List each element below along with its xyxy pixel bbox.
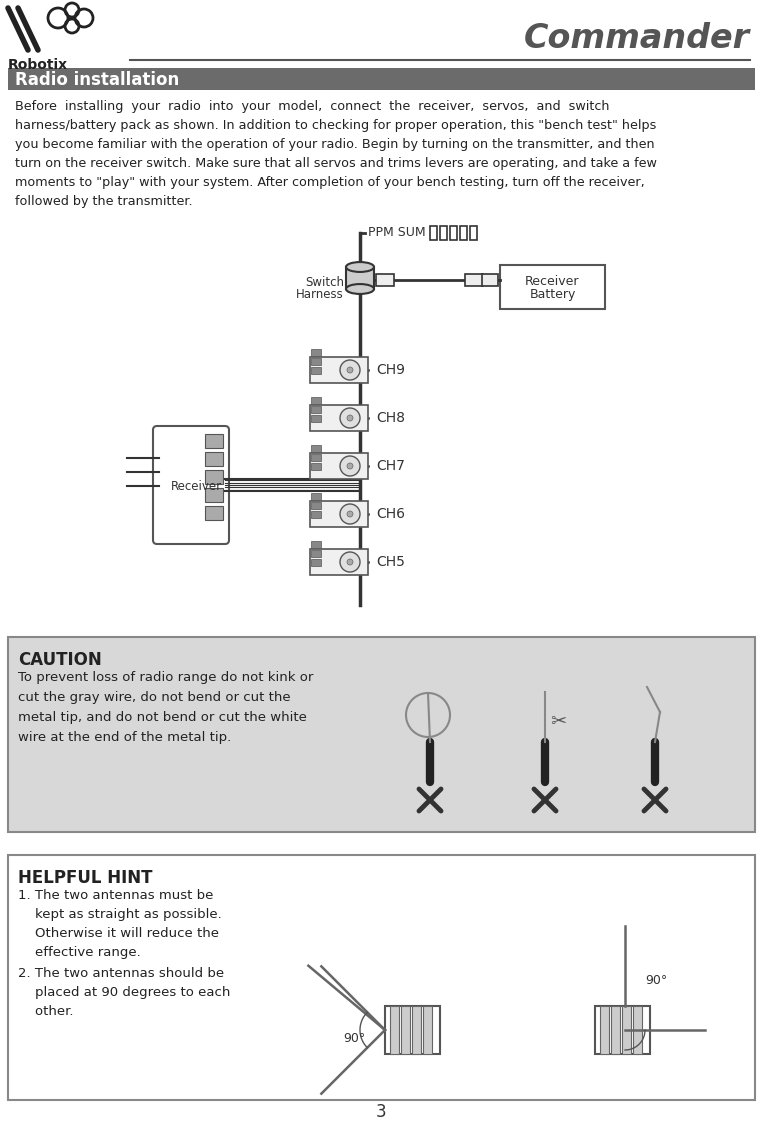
Bar bbox=[311, 511, 321, 518]
Bar bbox=[205, 434, 223, 448]
Bar bbox=[8, 855, 755, 1100]
Text: 1. The two antennas must be: 1. The two antennas must be bbox=[18, 889, 214, 902]
Text: wire at the end of the metal tip.: wire at the end of the metal tip. bbox=[18, 731, 231, 744]
Circle shape bbox=[340, 552, 360, 572]
Bar bbox=[311, 502, 321, 509]
Bar bbox=[600, 1006, 609, 1054]
Bar bbox=[611, 1006, 620, 1054]
Bar bbox=[205, 470, 223, 484]
Text: ✂: ✂ bbox=[550, 713, 566, 731]
Bar bbox=[311, 493, 321, 500]
Bar bbox=[311, 550, 321, 557]
Text: you become familiar with the operation of your radio. Begin by turning on the tr: you become familiar with the operation o… bbox=[15, 138, 655, 151]
Bar bbox=[311, 559, 321, 566]
Circle shape bbox=[347, 559, 353, 565]
Bar bbox=[470, 226, 477, 240]
Text: CH7: CH7 bbox=[376, 459, 405, 473]
Bar bbox=[500, 265, 605, 309]
Bar bbox=[311, 367, 321, 374]
Text: followed by the transmitter.: followed by the transmitter. bbox=[15, 195, 192, 208]
Bar bbox=[310, 549, 368, 575]
Circle shape bbox=[347, 511, 353, 517]
Bar bbox=[412, 1006, 421, 1054]
Text: To prevent loss of radio range do not kink or: To prevent loss of radio range do not ki… bbox=[18, 671, 314, 684]
Text: CH6: CH6 bbox=[376, 506, 405, 521]
Circle shape bbox=[347, 462, 353, 469]
Text: kept as straight as possible.: kept as straight as possible. bbox=[18, 908, 222, 920]
Text: metal tip, and do not bend or cut the white: metal tip, and do not bend or cut the wh… bbox=[18, 711, 307, 724]
Bar bbox=[8, 637, 755, 832]
Circle shape bbox=[340, 456, 360, 476]
Bar bbox=[311, 406, 321, 413]
Bar bbox=[310, 501, 368, 527]
Text: Otherwise it will reduce the: Otherwise it will reduce the bbox=[18, 927, 219, 940]
Bar bbox=[385, 1006, 440, 1054]
Text: other.: other. bbox=[18, 1005, 73, 1017]
Text: Receiver: Receiver bbox=[525, 275, 580, 289]
Circle shape bbox=[340, 408, 360, 428]
Circle shape bbox=[347, 367, 353, 373]
Text: Battery: Battery bbox=[530, 289, 576, 301]
Bar bbox=[310, 453, 368, 479]
Bar bbox=[450, 226, 457, 240]
Ellipse shape bbox=[346, 284, 374, 294]
Bar bbox=[633, 1006, 642, 1054]
Bar bbox=[390, 1006, 399, 1054]
Bar bbox=[311, 453, 321, 461]
Circle shape bbox=[340, 504, 360, 525]
Text: turn on the receiver switch. Make sure that all servos and trims levers are oper: turn on the receiver switch. Make sure t… bbox=[15, 157, 657, 170]
Bar bbox=[311, 358, 321, 365]
Bar bbox=[310, 405, 368, 431]
Bar bbox=[205, 506, 223, 520]
Circle shape bbox=[347, 415, 353, 421]
Bar bbox=[346, 267, 374, 289]
Text: PPM SUM: PPM SUM bbox=[368, 227, 426, 239]
Text: moments to "play" with your system. After completion of your bench testing, turn: moments to "play" with your system. Afte… bbox=[15, 176, 645, 190]
Bar bbox=[310, 356, 368, 384]
Text: Before  installing  your  radio  into  your  model,  connect  the  receiver,  se: Before installing your radio into your m… bbox=[15, 100, 610, 113]
Text: harness/battery pack as shown. In addition to checking for proper operation, thi: harness/battery pack as shown. In additi… bbox=[15, 118, 656, 132]
Text: cut the gray wire, do not bend or cut the: cut the gray wire, do not bend or cut th… bbox=[18, 691, 291, 704]
Bar bbox=[465, 274, 483, 287]
Text: 90°: 90° bbox=[645, 973, 668, 987]
Bar bbox=[311, 397, 321, 404]
Bar bbox=[401, 1006, 410, 1054]
Bar bbox=[311, 541, 321, 548]
Bar bbox=[595, 1006, 650, 1054]
Bar bbox=[376, 274, 394, 287]
Text: 90°: 90° bbox=[343, 1031, 365, 1045]
Text: CH8: CH8 bbox=[376, 411, 405, 425]
Bar bbox=[311, 415, 321, 422]
Text: Robotix: Robotix bbox=[8, 58, 68, 72]
Bar bbox=[205, 452, 223, 466]
Text: CAUTION: CAUTION bbox=[18, 651, 101, 669]
Bar bbox=[482, 274, 498, 287]
Text: CH9: CH9 bbox=[376, 363, 405, 377]
Text: Harness: Harness bbox=[296, 289, 344, 301]
Bar bbox=[311, 462, 321, 470]
Bar bbox=[423, 1006, 432, 1054]
Bar bbox=[440, 226, 447, 240]
Text: Receiver: Receiver bbox=[171, 481, 222, 494]
Text: Commander: Commander bbox=[524, 21, 750, 54]
Bar bbox=[205, 488, 223, 502]
Text: HELPFUL HINT: HELPFUL HINT bbox=[18, 869, 153, 887]
FancyBboxPatch shape bbox=[153, 426, 229, 544]
Text: Radio installation: Radio installation bbox=[15, 71, 179, 89]
Bar bbox=[622, 1006, 631, 1054]
Text: 3: 3 bbox=[375, 1103, 386, 1121]
Bar bbox=[311, 446, 321, 452]
Bar bbox=[311, 349, 321, 356]
Bar bbox=[430, 226, 437, 240]
Text: effective range.: effective range. bbox=[18, 946, 140, 959]
Circle shape bbox=[340, 360, 360, 380]
Bar bbox=[8, 68, 755, 90]
Bar bbox=[460, 226, 467, 240]
Ellipse shape bbox=[346, 262, 374, 272]
Text: CH5: CH5 bbox=[376, 555, 405, 569]
Text: placed at 90 degrees to each: placed at 90 degrees to each bbox=[18, 986, 230, 999]
Text: 2. The two antennas should be: 2. The two antennas should be bbox=[18, 967, 224, 980]
Text: Switch: Switch bbox=[305, 276, 344, 290]
